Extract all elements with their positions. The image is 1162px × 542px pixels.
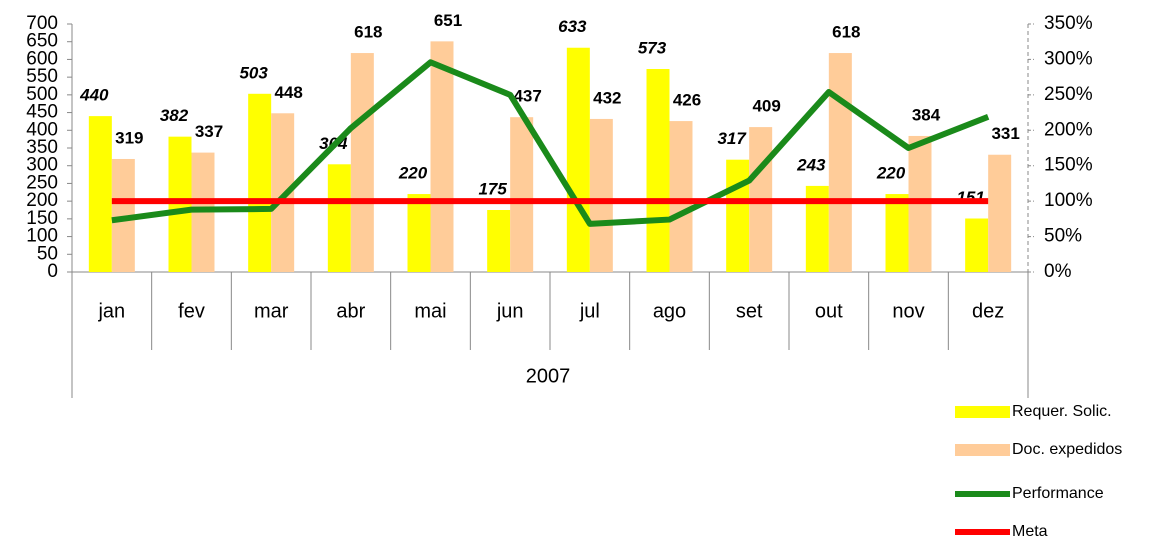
bar [669,121,693,273]
y-tick-label: 650 [26,31,58,52]
data-label: 618 [832,23,860,42]
y2-tick-label: 250% [1044,84,1093,105]
bar [885,194,909,272]
bar [88,116,112,272]
bar [646,68,670,272]
bar [248,93,272,273]
bar [965,218,989,272]
y2-tick-label: 300% [1044,48,1093,69]
y-tick-label: 700 [26,13,58,34]
legend-label: Meta [1012,523,1048,540]
data-label: 437 [513,87,541,106]
x-tick-label: jan [97,300,125,322]
y2-tick-label: 100% [1044,190,1093,211]
bar [510,117,534,272]
x-tick-label: jul [579,300,600,322]
x-tick-label: mai [414,300,446,322]
data-label: 448 [274,83,302,102]
y2-tick-label: 150% [1044,155,1093,176]
y-tick-label: 50 [37,243,58,264]
x-tick-label: mar [254,300,289,322]
data-label: 618 [354,23,382,42]
y-tick-label: 350 [26,137,58,158]
y-tick-label: 150 [26,208,58,229]
y-tick-label: 400 [26,119,58,140]
legend-label: Performance [1012,485,1104,502]
x-tick-label: jun [496,300,524,322]
data-label: 337 [195,122,223,141]
data-label: 220 [876,164,906,183]
bar [828,53,852,273]
y-tick-label: 300 [26,155,58,176]
bar [271,113,295,272]
data-label: 317 [717,129,747,148]
data-label: 243 [796,155,826,174]
y-tick-label: 500 [26,84,58,105]
legend-swatch [955,406,1010,418]
x-tick-label: ago [653,300,686,322]
y-tick-label: 0 [47,261,58,282]
y2-tick-label: 0% [1044,261,1072,282]
data-label: 432 [593,88,621,107]
data-label: 409 [752,97,780,116]
bar [407,194,431,272]
data-label: 382 [160,106,189,125]
bar [566,47,590,272]
legend-label: Doc. expedidos [1012,441,1122,458]
bar [988,154,1012,272]
x-tick-label: set [736,300,763,322]
y-tick-label: 450 [26,102,58,123]
data-label: 220 [398,164,428,183]
data-label: 331 [991,124,1019,143]
x-tick-label: fev [178,300,205,322]
legend-label: Requer. Solic. [1012,403,1112,420]
y-tick-label: 250 [26,172,58,193]
bar [350,53,374,273]
y-tick-label: 550 [26,66,58,87]
x-tick-label: dez [972,300,1004,322]
data-label: 651 [434,11,462,30]
bar [168,136,192,272]
line-series [111,59,990,227]
data-label: 384 [912,105,941,124]
y-tick-label: 200 [26,190,58,211]
y-tick-label: 600 [26,48,58,69]
bar [327,164,351,272]
bar [805,185,829,272]
data-label: 426 [673,91,701,110]
bar [726,159,750,272]
data-label: 440 [79,86,109,105]
bar [111,158,135,272]
data-label: 573 [638,38,667,57]
data-label: 175 [478,179,507,198]
data-label: 503 [239,63,268,82]
group-label: 2007 [526,365,571,387]
y2-tick-label: 350% [1044,13,1093,34]
y-tick-label: 100 [26,226,58,247]
y2-tick-label: 200% [1044,119,1093,140]
x-tick-label: out [815,300,843,322]
data-label: 319 [115,128,143,147]
bar [589,118,613,272]
data-label: 633 [558,17,587,36]
x-tick-label: nov [892,300,924,322]
x-tick-label: abr [336,300,365,322]
y2-tick-label: 50% [1044,226,1082,247]
legend-swatch [955,444,1010,456]
bar [430,41,454,272]
bar [487,210,511,272]
